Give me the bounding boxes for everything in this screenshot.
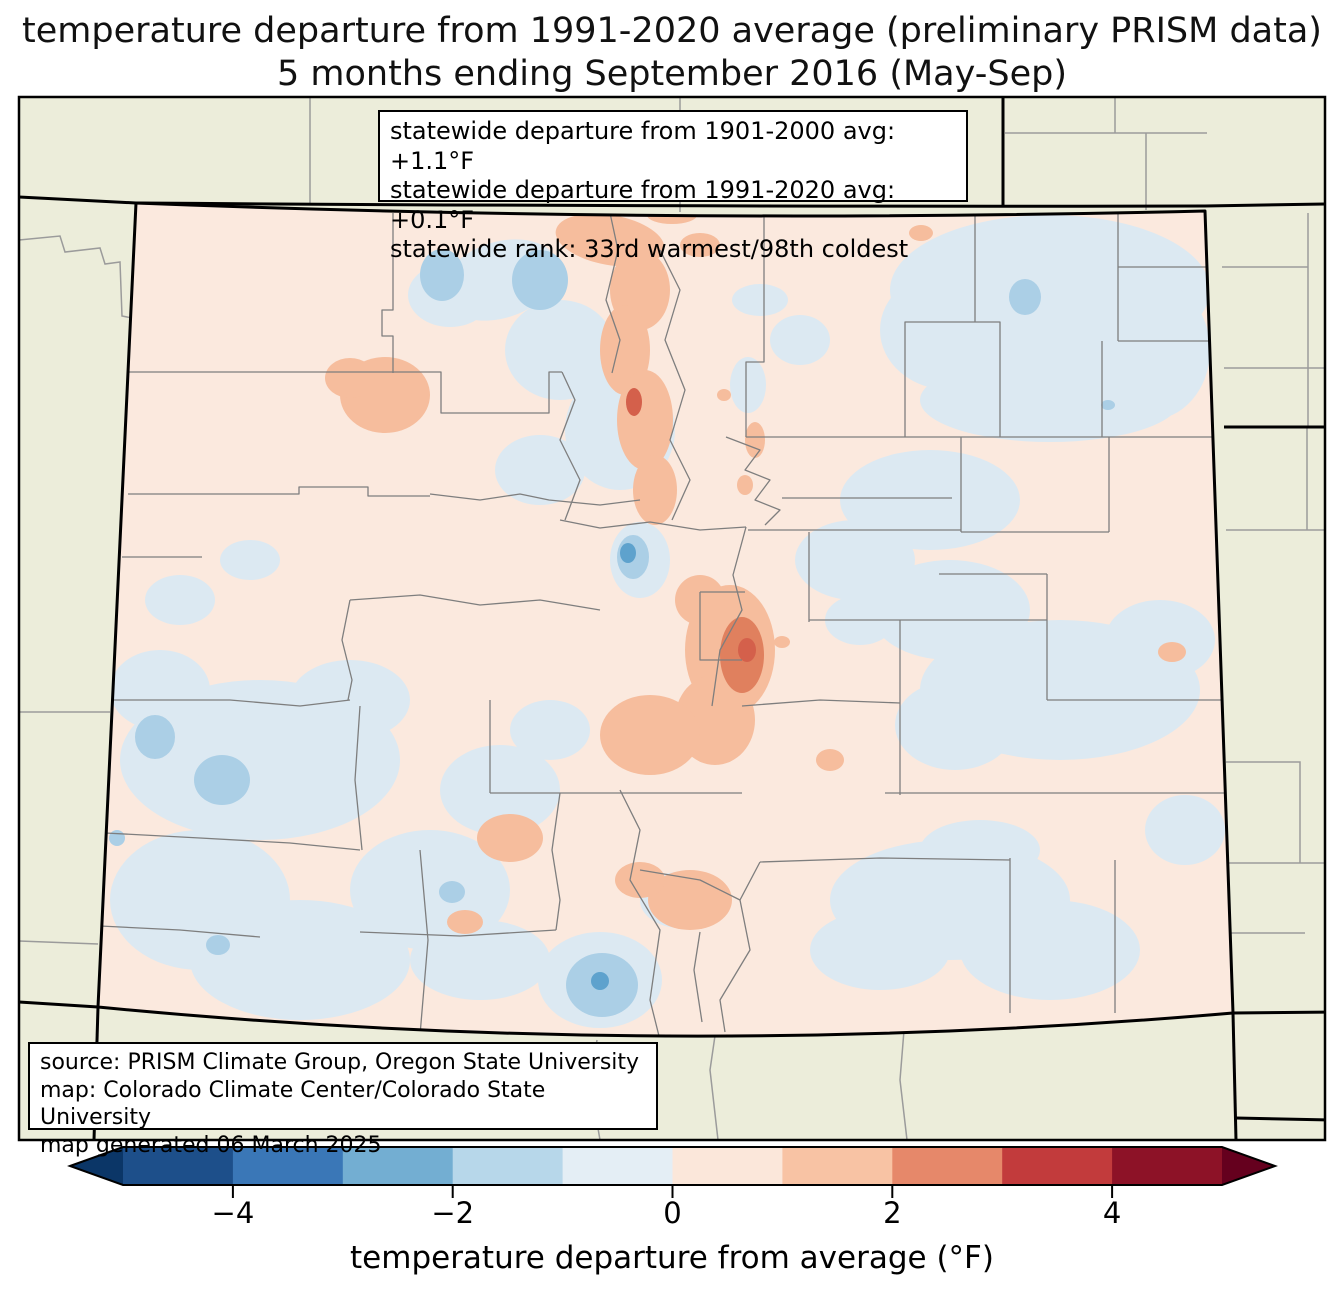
figure-title: temperature departure from 1991-2020 ave… (0, 10, 1344, 95)
colorbar-tick-label: −2 (431, 1196, 475, 1230)
cool-anomaly-patches (110, 215, 1225, 1028)
title-line-1: temperature departure from 1991-2020 ave… (22, 11, 1322, 51)
cooler-anomaly-patches (109, 249, 1115, 1017)
colorbar-ticks (231, 1185, 1114, 1198)
title-line-2: 5 months ending September 2016 (May-Sep) (277, 53, 1067, 94)
colorbar-tick-label: 4 (1102, 1196, 1122, 1230)
colorbar-tick-labels: −4 −2 0 2 4 (0, 1196, 1344, 1236)
colorbar-tick-label: −4 (211, 1196, 255, 1230)
colorbar-outline (67, 1146, 1278, 1186)
source-box: source: PRISM Climate Group, Oregon Stat… (28, 1042, 658, 1158)
county-boundaries (99, 212, 1228, 1037)
colorbar-under-arrow (70, 1147, 123, 1185)
colorbar-tick-label: 0 (663, 1196, 682, 1230)
stat-departure-1901-2000: statewide departure from 1901-2000 avg: … (390, 117, 896, 175)
stat-departure-1991-2020: statewide departure from 1991-2020 avg: … (390, 176, 896, 234)
coldest-anomaly-spots (591, 543, 636, 990)
colorbar-tick-label: 2 (883, 1196, 902, 1230)
colorbar (67, 1146, 1278, 1198)
source-line: source: PRISM Climate Group, Oregon Stat… (40, 1050, 640, 1075)
map-credit-line: map: Colorado Climate Center/Colorado St… (40, 1077, 546, 1131)
statewide-stats-box: statewide departure from 1901-2000 avg: … (378, 110, 968, 263)
stat-rank: statewide rank: 33rd warmest/98th coldes… (390, 235, 909, 264)
colorbar-axis-label: temperature departure from average (°F) (350, 1240, 994, 1276)
colorbar-over-arrow (1222, 1147, 1275, 1185)
warmest-anomaly-spots (626, 388, 756, 662)
colorbar-segments (123, 1147, 1223, 1185)
colorado-outline (96, 201, 1235, 1038)
map-frame (17, 95, 1327, 1142)
generated-date-line: map generated 06 March 2025 (40, 1133, 382, 1159)
